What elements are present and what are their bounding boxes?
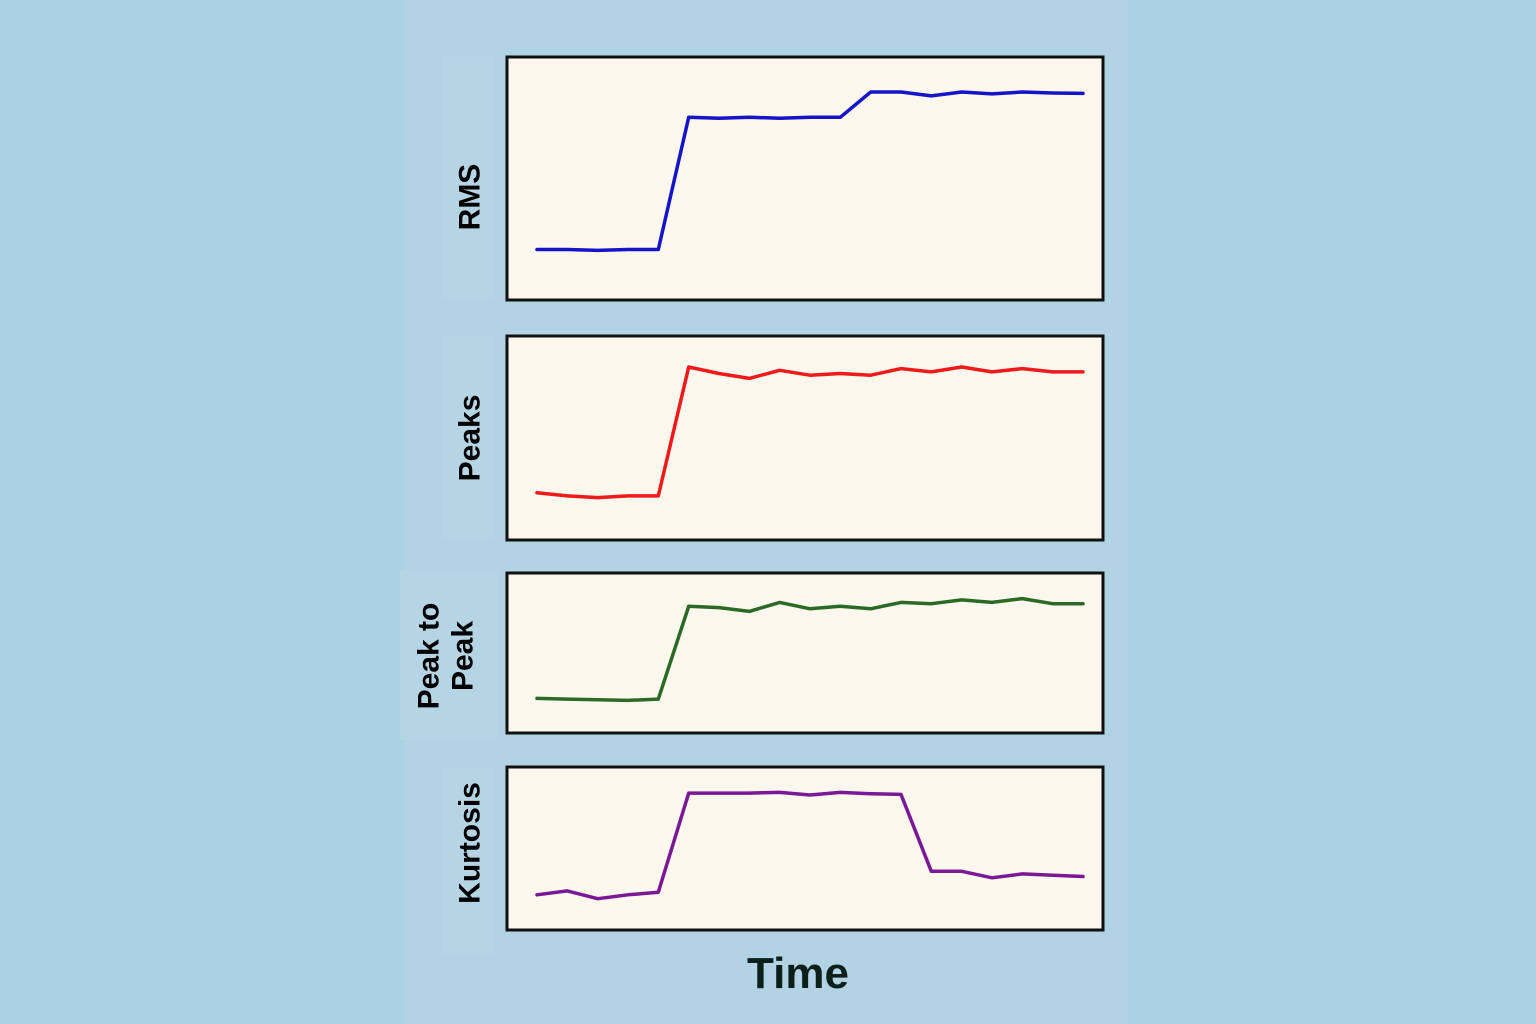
ylabel-peak-to-peak-line-1: Peak to <box>413 603 446 710</box>
ylabel-kurtosis: Kurtosis <box>454 782 487 904</box>
ylabel-background-peaks <box>442 336 494 540</box>
ylabel-background-kurtosis <box>442 767 494 955</box>
series-line-peaks <box>535 365 1085 500</box>
chart-panels: RMS Peaks Peak to Peak Kurtosis <box>400 55 1105 955</box>
panel-peak-to-peak: Peak to Peak <box>400 570 1105 740</box>
panel-peaks: Peaks <box>442 334 1105 542</box>
ylabel-background-peak-to-peak <box>400 570 498 740</box>
panel-rms: RMS <box>442 55 1105 302</box>
ylabel-rms: RMS <box>454 164 487 231</box>
ylabel-background-rms <box>442 57 494 300</box>
series-line-rms <box>535 90 1085 253</box>
ylabel-peak-to-peak-line-2: Peak <box>447 621 480 691</box>
series-line-peak-to-peak <box>535 596 1085 703</box>
x-axis-label: Time <box>747 949 849 998</box>
series-line-kurtosis <box>535 790 1085 901</box>
plot-area-peaks <box>505 334 1105 542</box>
panel-kurtosis: Kurtosis <box>442 765 1105 955</box>
plot-area-kurtosis <box>505 765 1105 932</box>
plot-area-rms <box>505 55 1105 302</box>
plot-area-peak-to-peak <box>505 571 1105 735</box>
ylabel-peaks: Peaks <box>454 395 487 482</box>
